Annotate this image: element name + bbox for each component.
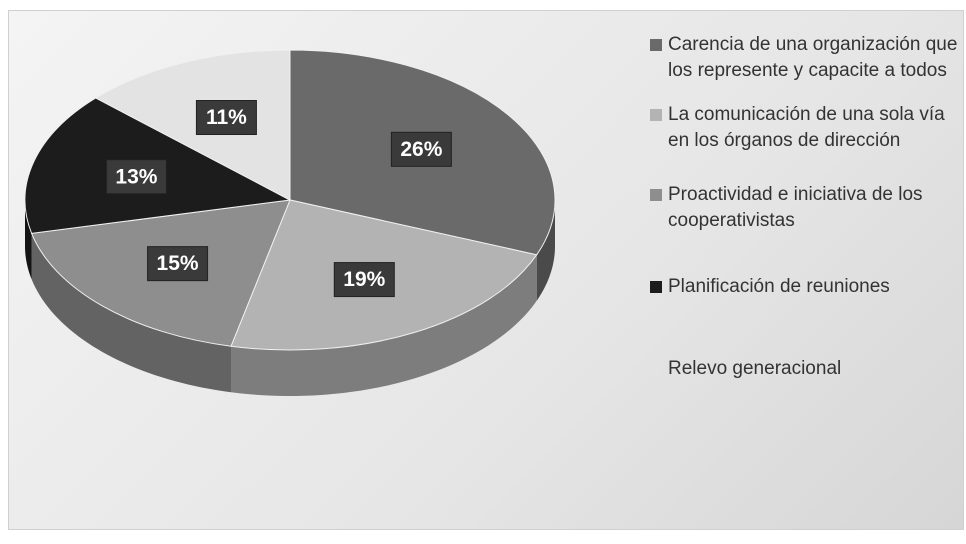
pie-slice (94, 49, 291, 201)
data-label-box (333, 262, 395, 298)
data-label: 26% (400, 138, 442, 161)
legend: Carencia de una organización que los rep… (650, 32, 966, 382)
pie-slice-side (536, 200, 555, 301)
legend-item: Relevo generacional (650, 356, 966, 382)
legend-swatch (650, 39, 662, 51)
data-label-box (147, 246, 209, 282)
pie-slice-side (231, 254, 537, 396)
legend-swatch (650, 281, 662, 293)
data-label-box (195, 100, 257, 136)
legend-item: La comunicación de una sola vía en los ó… (650, 102, 966, 154)
data-label-box (105, 159, 167, 195)
legend-label: La comunicación de una sola vía en los ó… (668, 104, 945, 151)
legend-item: Carencia de una organización que los rep… (650, 32, 966, 84)
legend-label: Relevo generacional (668, 358, 842, 379)
legend-swatch (650, 189, 662, 201)
legend-swatch (650, 363, 662, 375)
legend-item: Proactividad e iniciativa de los coopera… (650, 182, 966, 234)
legend-item: Planificación de reuniones (650, 274, 966, 300)
legend-label: Carencia de una organización que los rep… (668, 34, 958, 81)
legend-label: Proactividad e iniciativa de los coopera… (668, 184, 923, 231)
legend-label: Planificación de reuniones (668, 276, 890, 297)
data-label: 13% (115, 165, 157, 188)
legend-swatch (650, 109, 662, 121)
data-label: 19% (343, 268, 385, 291)
pie-slice-side (31, 233, 232, 393)
data-label: 15% (157, 252, 199, 275)
pie-slice-side (25, 200, 32, 280)
data-label: 11% (206, 106, 247, 129)
data-label-box (390, 131, 452, 167)
